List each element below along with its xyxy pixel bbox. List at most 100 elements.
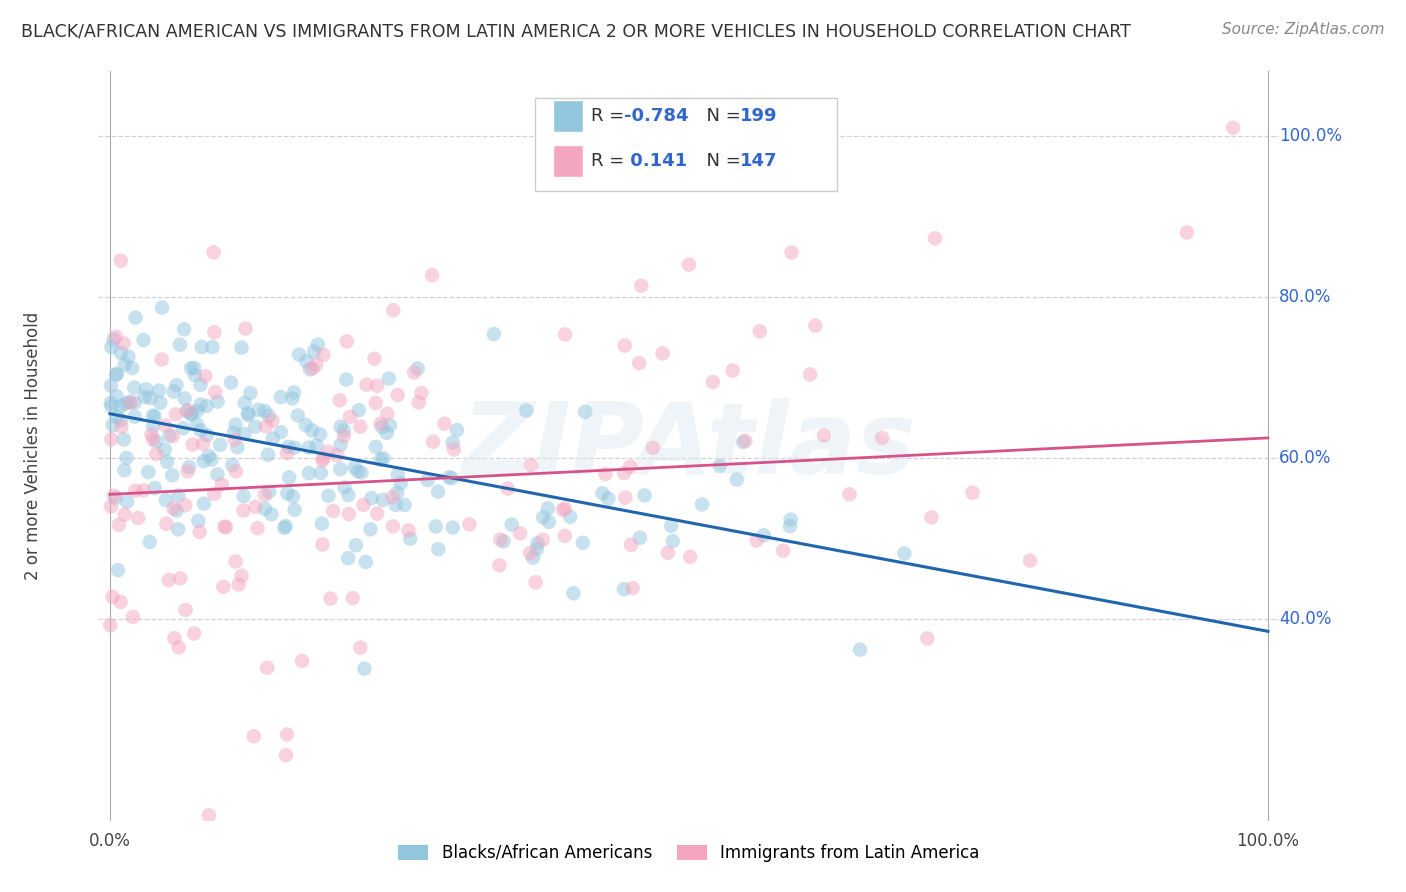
Point xyxy=(202,487,225,501)
Point xyxy=(262,432,284,446)
Legend: Blacks/African Americans, Immigrants from Latin America: Blacks/African Americans, Immigrants fro… xyxy=(391,838,987,869)
Text: R =: R = xyxy=(591,107,630,125)
Point xyxy=(195,399,218,413)
Point xyxy=(122,381,145,395)
Point xyxy=(190,423,212,437)
Point xyxy=(145,434,167,449)
FancyBboxPatch shape xyxy=(554,145,582,177)
Point xyxy=(162,429,184,443)
Point xyxy=(193,497,215,511)
Point xyxy=(893,546,915,560)
Point xyxy=(124,310,146,325)
Point xyxy=(163,631,186,645)
Point xyxy=(115,450,138,465)
Point xyxy=(329,419,352,434)
Point xyxy=(153,442,176,457)
Point xyxy=(246,521,269,535)
Point xyxy=(283,441,305,455)
Point xyxy=(232,503,254,517)
Point xyxy=(725,473,748,487)
Text: ZIPAtlas: ZIPAtlas xyxy=(461,398,917,494)
Point xyxy=(167,640,190,655)
Point xyxy=(347,465,370,479)
Point xyxy=(849,642,872,657)
Point xyxy=(187,514,209,528)
Point xyxy=(184,368,207,383)
Text: 2 or more Vehicles in Household: 2 or more Vehicles in Household xyxy=(24,312,42,580)
Point xyxy=(537,501,560,516)
Point xyxy=(176,404,198,418)
Point xyxy=(281,489,304,503)
Point xyxy=(360,491,382,505)
Point xyxy=(100,432,122,446)
Point xyxy=(167,522,190,536)
Point xyxy=(921,510,943,524)
Point xyxy=(150,352,173,367)
Point xyxy=(200,452,222,467)
Point xyxy=(679,549,702,564)
Point xyxy=(191,436,214,450)
Point xyxy=(560,509,582,524)
Point xyxy=(226,440,249,454)
Point xyxy=(733,435,755,450)
Point xyxy=(356,377,378,392)
Point xyxy=(277,440,299,454)
Point xyxy=(253,501,276,516)
Point xyxy=(215,520,238,534)
Point xyxy=(180,862,202,876)
Point xyxy=(350,466,373,480)
Point xyxy=(446,423,468,437)
Point xyxy=(207,467,229,482)
Point xyxy=(107,563,129,577)
Point xyxy=(537,515,560,529)
Point xyxy=(354,555,377,569)
Point xyxy=(838,487,860,501)
Point xyxy=(780,245,803,260)
Point xyxy=(359,522,381,536)
Point xyxy=(231,341,253,355)
Point xyxy=(302,344,325,359)
Point xyxy=(100,400,122,414)
Point xyxy=(270,390,292,404)
Text: 100.0%: 100.0% xyxy=(1279,127,1341,145)
Point xyxy=(344,538,367,552)
Point xyxy=(734,434,756,448)
Point xyxy=(155,516,177,531)
Point xyxy=(273,521,295,535)
Point xyxy=(343,460,366,475)
Point xyxy=(114,397,136,411)
Point xyxy=(458,517,481,532)
Point xyxy=(337,507,360,521)
Point xyxy=(295,354,318,368)
Point xyxy=(224,417,246,432)
Text: BLACK/AFRICAN AMERICAN VS IMMIGRANTS FROM LATIN AMERICA 2 OR MORE VEHICLES IN HO: BLACK/AFRICAN AMERICAN VS IMMIGRANTS FRO… xyxy=(21,22,1130,40)
Point xyxy=(245,500,267,514)
Point xyxy=(134,390,156,404)
Point xyxy=(394,498,416,512)
Point xyxy=(287,409,309,423)
Point xyxy=(204,385,226,400)
Point xyxy=(799,368,821,382)
Point xyxy=(243,419,266,434)
Point xyxy=(363,351,385,366)
Point xyxy=(105,389,128,403)
Point xyxy=(562,586,585,600)
Point xyxy=(162,501,184,516)
Point xyxy=(253,404,276,418)
Point xyxy=(209,438,232,452)
Point xyxy=(224,433,246,447)
Point xyxy=(1019,553,1042,567)
Point xyxy=(312,450,335,465)
Point xyxy=(98,618,121,632)
Point xyxy=(295,418,318,433)
Point xyxy=(305,358,328,372)
Point xyxy=(595,467,617,481)
Point xyxy=(322,504,344,518)
Point xyxy=(661,534,683,549)
Point xyxy=(678,258,700,272)
Point xyxy=(278,470,301,484)
Point xyxy=(422,434,444,449)
Point xyxy=(433,417,456,431)
Point xyxy=(284,503,307,517)
Point xyxy=(628,356,651,370)
